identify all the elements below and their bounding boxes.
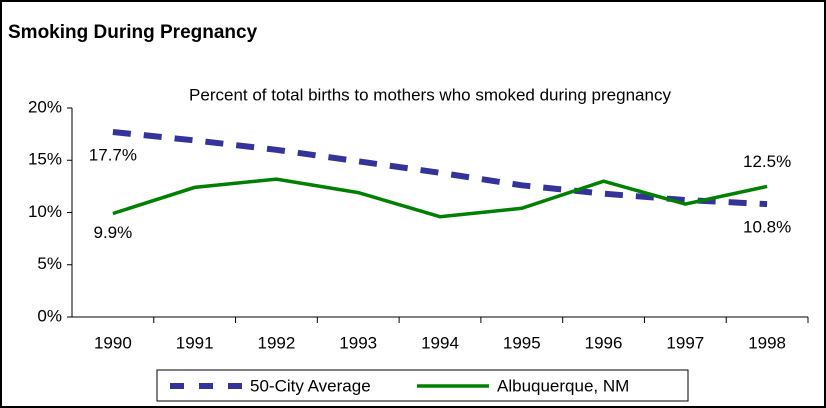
x-tick-label: 1995 xyxy=(503,333,541,352)
y-tick-label: 0% xyxy=(37,306,62,325)
data-label: 17.7% xyxy=(89,146,137,165)
data-label: 9.9% xyxy=(94,223,133,242)
x-tick-label: 1990 xyxy=(94,333,132,352)
x-tick-label: 1997 xyxy=(666,333,704,352)
x-tick-label: 1998 xyxy=(748,333,786,352)
legend-label: 50-City Average xyxy=(250,376,371,395)
y-tick-label: 20% xyxy=(28,97,62,116)
data-label: 12.5% xyxy=(743,152,791,171)
legend-label: Albuquerque, NM xyxy=(497,376,629,395)
x-tick-label: 1996 xyxy=(585,333,623,352)
chart-title: Smoking During Pregnancy xyxy=(8,22,258,43)
y-tick-label: 5% xyxy=(37,254,62,273)
series-line xyxy=(112,177,768,219)
y-tick-label: 10% xyxy=(28,202,62,221)
series-line xyxy=(112,129,768,208)
x-tick-label: 1991 xyxy=(176,333,214,352)
data-label: 10.8% xyxy=(743,218,791,237)
x-tick-label: 1994 xyxy=(421,333,459,352)
x-tick-label: 1992 xyxy=(258,333,296,352)
chart-subtitle: Percent of total births to mothers who s… xyxy=(189,85,671,104)
x-tick-label: 1993 xyxy=(339,333,377,352)
y-tick-label: 15% xyxy=(28,150,62,169)
